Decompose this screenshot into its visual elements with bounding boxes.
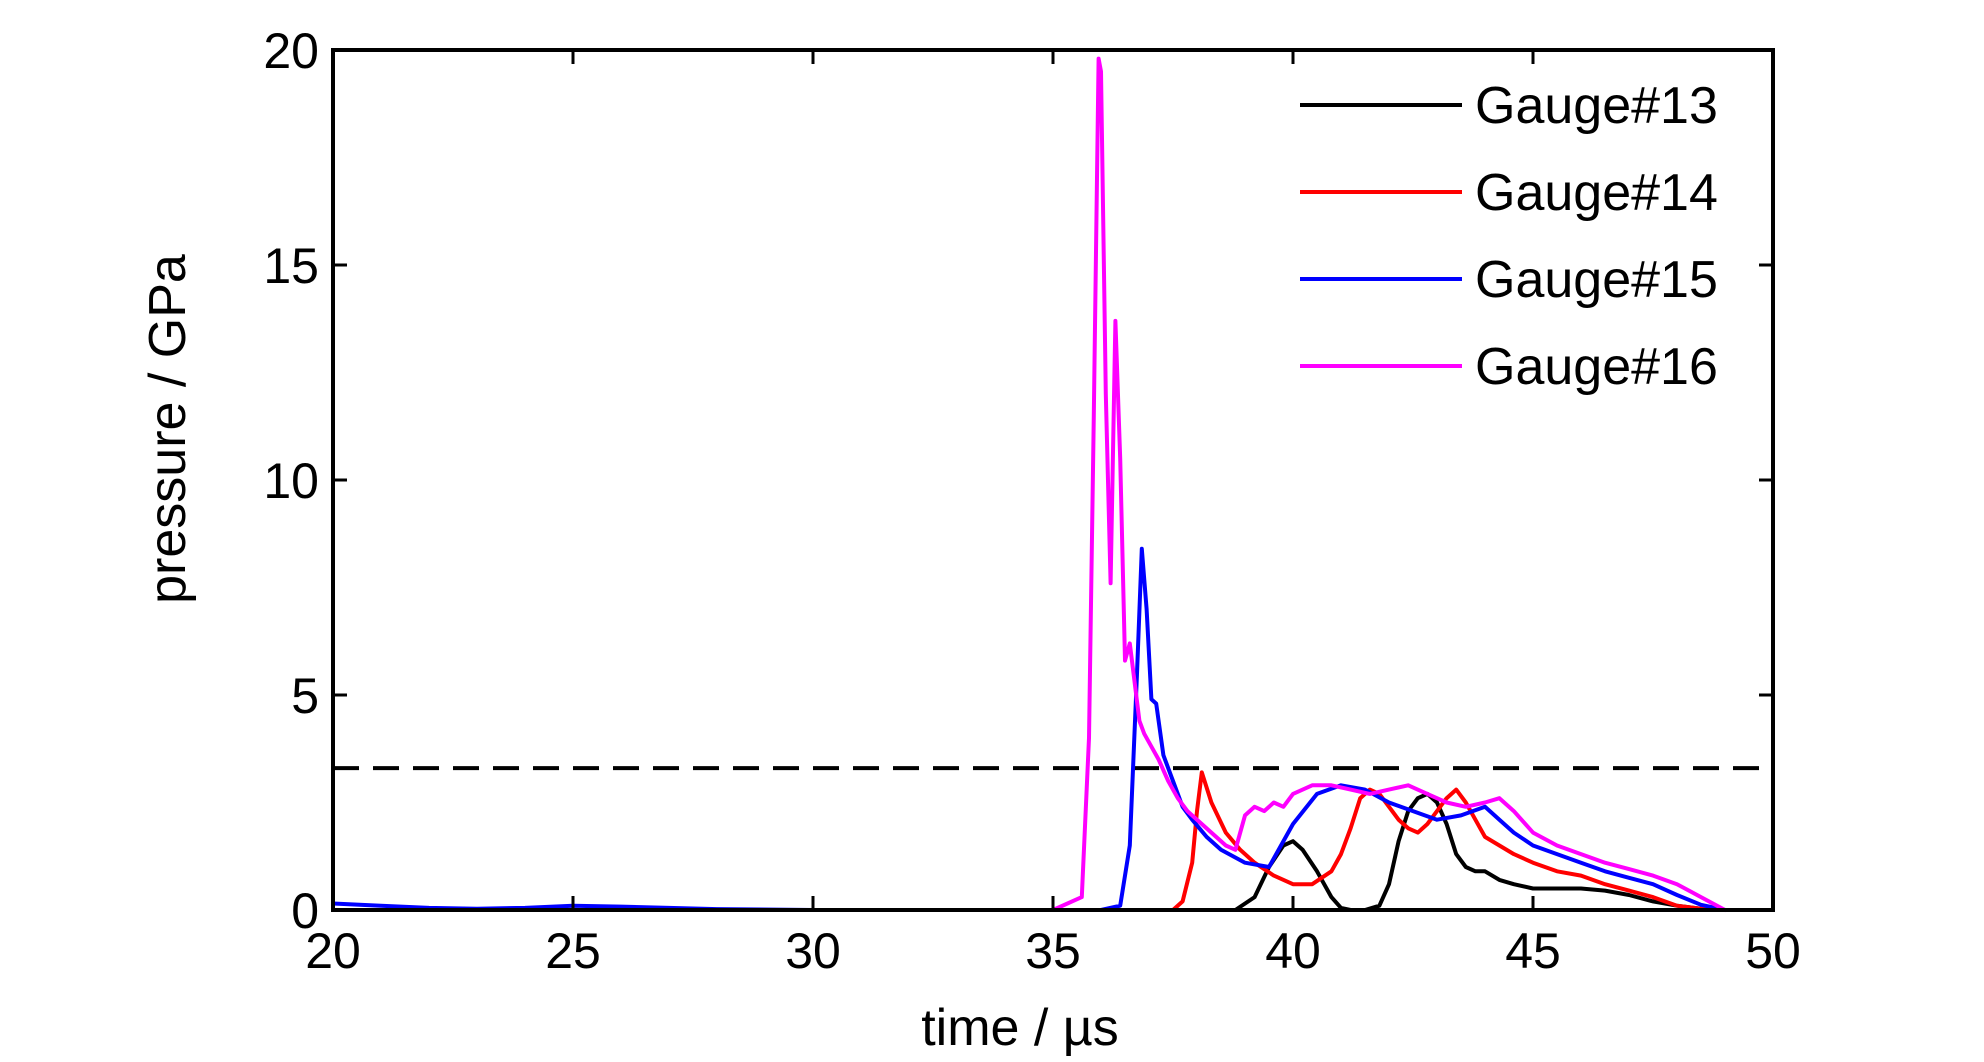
y-tick-label: 5 [291,668,319,724]
y-tick-label: 10 [263,453,319,509]
legend-label: Gauge#16 [1475,338,1718,396]
x-tick-label: 35 [1025,923,1081,979]
y-tick-label: 0 [291,883,319,939]
series-line-gauge-14 [331,770,1727,912]
series-line-gauge-16 [331,56,1727,912]
x-tick-label: 40 [1265,923,1321,979]
legend-label: Gauge#13 [1475,77,1718,135]
y-tick-label: 20 [263,23,319,79]
legend-label: Gauge#15 [1475,251,1718,309]
y-tick-label: 15 [263,238,319,294]
legend: Gauge#13 Gauge#14 Gauge#15 Gauge#16 [1300,77,1718,396]
x-tick-label: 50 [1745,923,1801,979]
x-tick-label: 25 [545,923,601,979]
x-axis-title: time / µs [921,999,1119,1057]
x-tick-label: 30 [785,923,841,979]
legend-label: Gauge#14 [1475,164,1718,222]
axes: 20 25 30 35 40 45 50 0 5 10 15 20 [263,23,1800,979]
y-axis-title: pressure / GPa [139,254,197,604]
x-tick-label: 20 [305,923,361,979]
x-tick-label: 45 [1505,923,1561,979]
